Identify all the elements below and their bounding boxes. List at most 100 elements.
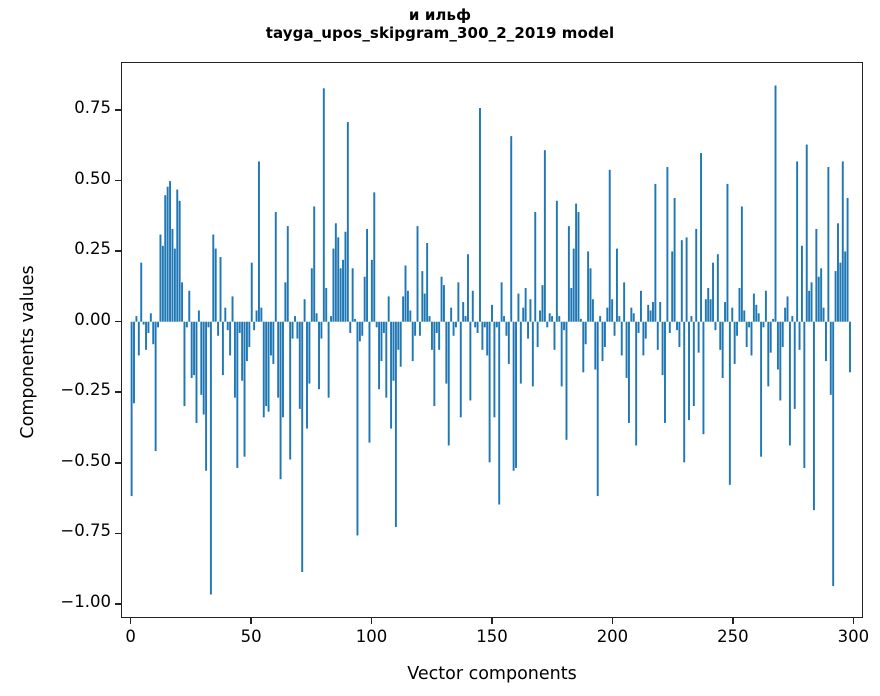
x-tick-mark [732, 618, 734, 624]
bar [716, 254, 719, 322]
bar [519, 321, 522, 384]
bar [491, 304, 493, 322]
bar [524, 287, 527, 322]
bar [306, 321, 308, 429]
bar [812, 321, 815, 511]
bar [392, 321, 395, 381]
bar [599, 316, 602, 322]
x-tick-label: 50 [240, 627, 262, 646]
bar [166, 186, 169, 322]
bar [279, 321, 282, 480]
bar [584, 321, 587, 345]
bar [370, 259, 373, 322]
y-tick-mark [115, 179, 121, 182]
bar [596, 321, 599, 497]
y-tick-label: 0.25 [74, 239, 111, 259]
bar [536, 321, 539, 348]
bar [627, 321, 630, 423]
bar [719, 321, 722, 350]
bar [483, 321, 486, 328]
bar [849, 321, 851, 373]
bar [354, 318, 357, 322]
bar [661, 321, 664, 376]
bar [796, 161, 799, 322]
bar [430, 321, 433, 350]
bar [676, 321, 678, 331]
bar [748, 321, 751, 328]
x-axis: Vector components 0 50 100 150 200 250 300 [121, 618, 869, 696]
y-tick-label: −0.25 [60, 380, 111, 400]
bar [330, 316, 332, 322]
x-tick-label: 100 [355, 627, 388, 646]
bar [161, 245, 164, 322]
bar [313, 206, 316, 322]
bar [226, 321, 229, 331]
bar [373, 192, 376, 322]
bar [291, 321, 294, 339]
bar [805, 144, 808, 322]
y-tick-mark [115, 603, 121, 605]
bar [361, 321, 364, 336]
x-tick-mark [370, 618, 373, 624]
bar [229, 321, 232, 356]
bar [387, 296, 390, 322]
plot-area [121, 62, 863, 618]
bar [145, 321, 147, 350]
bar [195, 321, 198, 423]
bar [579, 318, 582, 322]
bar [221, 321, 224, 376]
bar [445, 321, 448, 384]
bar [668, 321, 671, 333]
bar [231, 296, 234, 322]
bar [498, 321, 501, 505]
bar [543, 150, 546, 322]
bar [356, 321, 359, 536]
x-tick-label: 150 [476, 627, 508, 646]
bar [224, 307, 227, 322]
bar [757, 313, 760, 322]
y-tick-mark [115, 109, 121, 111]
bar [265, 321, 268, 407]
bar [462, 302, 465, 322]
bar [652, 302, 654, 322]
bar [781, 321, 784, 348]
bar [772, 318, 775, 322]
bar [253, 321, 256, 331]
bar [320, 321, 323, 339]
bar [632, 313, 635, 322]
bar [808, 290, 811, 322]
bar [798, 321, 801, 350]
bar [428, 316, 431, 322]
bar [257, 161, 260, 322]
bar [546, 321, 549, 328]
bar [531, 321, 534, 387]
bar [721, 321, 724, 378]
bar [776, 321, 779, 370]
bar [505, 321, 508, 336]
bar [644, 321, 647, 339]
bar [570, 287, 573, 322]
bar [829, 321, 832, 395]
bar [692, 321, 695, 407]
bar [791, 316, 794, 322]
x-tick-label: 200 [596, 627, 629, 646]
bar [149, 313, 152, 322]
bar [486, 321, 489, 356]
bar [591, 299, 594, 322]
bar [327, 321, 330, 398]
y-tick-label: −0.50 [60, 450, 111, 470]
bar [185, 321, 188, 328]
bar [308, 321, 311, 384]
bar [527, 321, 529, 339]
y-axis-label: Components values [18, 265, 38, 439]
bar [606, 307, 609, 322]
y-tick-mark [115, 320, 121, 323]
bar [800, 245, 803, 322]
bar [188, 290, 191, 322]
bar [764, 290, 767, 322]
y-tick-label: −1.00 [60, 591, 111, 611]
bar [560, 321, 563, 387]
bar [272, 321, 275, 364]
chart-title: и ильф tayga_upos_skipgram_300_2_2019 mo… [0, 6, 880, 43]
bar [738, 287, 741, 322]
